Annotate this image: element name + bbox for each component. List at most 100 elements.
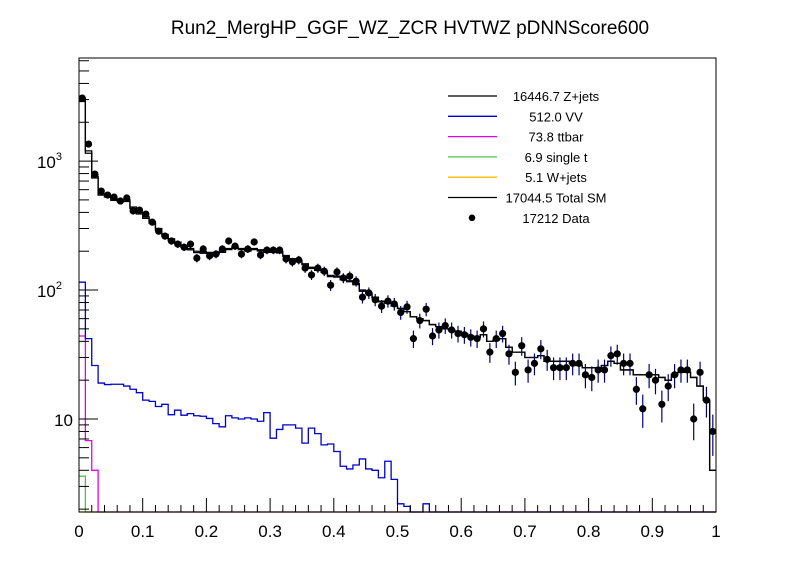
data-point [263, 246, 271, 255]
y-tick-base: 10 [37, 282, 56, 301]
data-marker [250, 238, 258, 246]
data-marker [301, 264, 309, 272]
legend-label: 17212 Data [522, 211, 590, 226]
data-point [218, 245, 226, 254]
x-tick-label: 1 [711, 522, 720, 541]
data-point [225, 237, 233, 245]
legend-item: 512.0 VV [448, 109, 583, 124]
data-point [123, 194, 131, 202]
data-point [690, 403, 698, 441]
data-point [116, 197, 125, 205]
data-marker [365, 289, 373, 297]
x-tick-label: 0.8 [577, 522, 601, 541]
data-point [403, 300, 411, 314]
data-marker [155, 227, 163, 235]
data-marker [377, 302, 386, 310]
data-point [448, 322, 456, 339]
data-point [352, 276, 360, 287]
chart-title: Run2_MergHP_GGF_WZ_ZCR HVTWZ pDNNScore60… [171, 18, 649, 39]
data-point [524, 359, 532, 383]
data-marker [84, 140, 93, 148]
data-point [549, 357, 558, 381]
x-tick-label: 0.6 [449, 522, 473, 541]
data-point [670, 364, 679, 389]
data-marker [473, 335, 481, 343]
data-marker [371, 296, 379, 304]
data-point [212, 250, 220, 259]
data-marker [199, 245, 207, 253]
data-point [365, 287, 373, 299]
data-marker [543, 355, 551, 363]
data-marker [256, 251, 265, 259]
data-point [397, 306, 405, 320]
data-marker [499, 329, 507, 338]
data-point [428, 328, 437, 346]
data-point [161, 232, 169, 240]
legend-item: 17212 Data [468, 211, 590, 226]
data-point [295, 255, 303, 265]
legend-label: 16446.7 Z+jets [513, 89, 600, 104]
data-point [441, 318, 449, 334]
data-point [346, 271, 354, 282]
data-marker [530, 359, 539, 367]
legend-label: 512.0 VV [529, 109, 583, 124]
data-point [569, 353, 577, 376]
data-marker [607, 352, 615, 360]
data-marker [511, 368, 519, 376]
data-point [645, 364, 653, 389]
x-tick-label: 0.9 [640, 522, 664, 541]
data-point [237, 250, 246, 259]
data-point [110, 193, 118, 201]
data-point [658, 390, 666, 423]
data-marker [486, 348, 494, 356]
data-point [186, 240, 195, 248]
legend-label: 73.8 ttbar [529, 130, 585, 145]
data-marker [320, 267, 328, 275]
data-marker [352, 277, 360, 285]
data-marker [403, 303, 411, 311]
y-tick-base: 10 [54, 411, 73, 430]
data-marker [91, 170, 99, 178]
data-point [358, 291, 367, 304]
x-tick-label: 0.4 [322, 522, 346, 541]
data-point [174, 240, 182, 248]
data-marker [460, 331, 468, 339]
x-tick-label: 0 [74, 522, 83, 541]
legend-item: 17044.5 Total SM [448, 191, 606, 206]
data-marker [422, 305, 430, 313]
data-marker [626, 359, 634, 367]
data-marker [677, 366, 685, 374]
data-marker [454, 329, 462, 338]
data-point [327, 280, 335, 291]
data-marker [518, 342, 526, 350]
y-tick-base: 10 [37, 153, 56, 172]
data-marker [702, 396, 711, 404]
data-marker [645, 371, 653, 379]
x-tick-label: 0.7 [513, 522, 537, 541]
data-marker [696, 368, 704, 376]
data-point [537, 340, 545, 360]
data-marker [104, 191, 112, 199]
data-marker [588, 373, 596, 382]
data-marker [276, 246, 284, 254]
y-tick-label: 102 [37, 280, 62, 301]
series-data-points [78, 94, 717, 456]
data-point [390, 297, 398, 311]
data-marker [123, 194, 131, 202]
data-point [269, 246, 277, 255]
data-point [78, 94, 86, 102]
data-point [307, 270, 316, 281]
data-marker [135, 206, 144, 214]
data-marker [537, 345, 545, 353]
data-marker [435, 326, 443, 334]
data-marker [549, 364, 558, 372]
data-point [91, 170, 99, 178]
data-point [135, 206, 144, 214]
legend-item: 5.1 W+jets [448, 170, 587, 185]
data-point [282, 254, 290, 264]
data-marker [492, 335, 500, 343]
y-tick-label: 103 [37, 151, 62, 172]
data-point [314, 263, 322, 273]
data-point [276, 246, 284, 255]
data-marker [448, 326, 456, 334]
